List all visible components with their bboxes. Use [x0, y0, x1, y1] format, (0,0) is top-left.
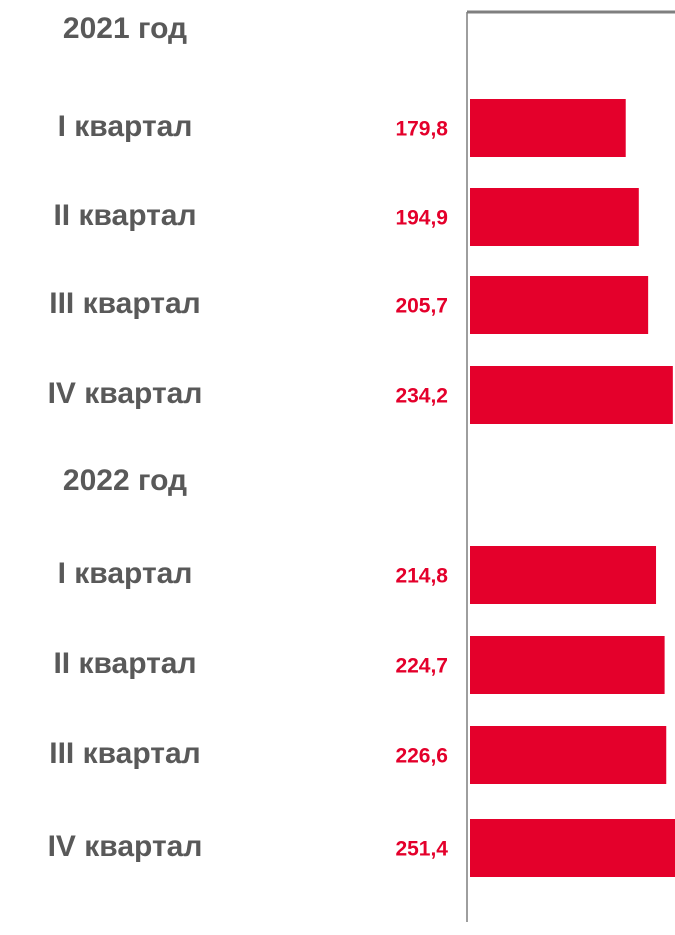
bar [470, 276, 649, 334]
bar [470, 819, 675, 877]
category-label: 2022 год [63, 464, 187, 497]
bar [470, 636, 665, 694]
bar [470, 726, 667, 784]
category-label: I квартал [58, 557, 193, 590]
category-label: II квартал [53, 647, 196, 680]
category-label: III квартал [49, 287, 200, 320]
category-label: III квартал [49, 737, 200, 770]
category-label: 2021 год [63, 12, 187, 45]
value-label: 234,2 [395, 385, 448, 408]
category-label: IV квартал [48, 830, 203, 863]
value-label: 224,7 [395, 655, 448, 678]
value-label: 205,7 [395, 295, 448, 318]
bars [470, 99, 675, 877]
bar [470, 546, 657, 604]
value-label: 226,6 [395, 745, 448, 768]
category-label: IV квартал [48, 377, 203, 410]
value-label: 214,8 [395, 565, 448, 588]
value-label: 179,8 [395, 118, 448, 141]
bar [470, 366, 673, 424]
category-label: I квартал [58, 110, 193, 143]
category-label: II квартал [53, 199, 196, 232]
bar [470, 99, 626, 157]
value-label: 194,9 [395, 207, 448, 230]
bar [470, 188, 639, 246]
value-label: 251,4 [395, 838, 448, 861]
